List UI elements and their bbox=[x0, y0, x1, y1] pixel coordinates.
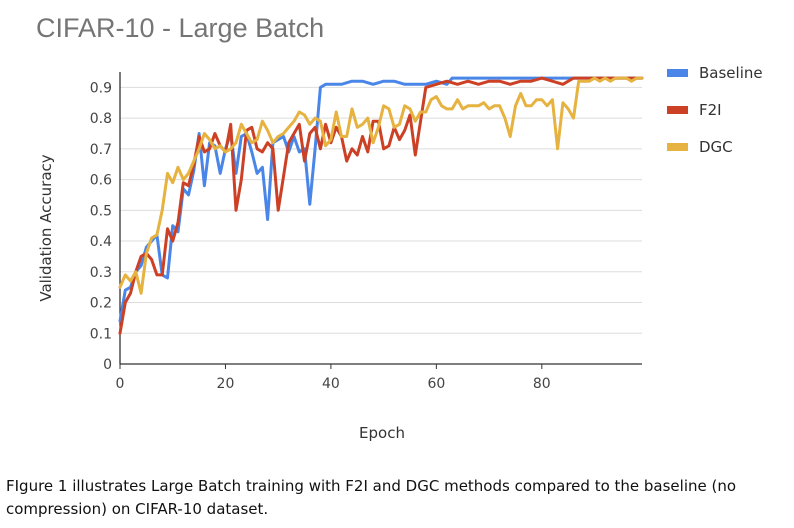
x-tick-label: 20 bbox=[217, 376, 235, 392]
x-axis-ticks: 0 20 40 60 80 bbox=[116, 364, 551, 392]
y-tick-label: 0.4 bbox=[90, 234, 112, 250]
x-axis-label: Epoch bbox=[359, 424, 405, 442]
legend-label: DGC bbox=[699, 138, 733, 156]
y-tick-label: 0.9 bbox=[90, 80, 112, 96]
legend-swatch-f2i bbox=[667, 106, 688, 114]
y-tick-label: 0.6 bbox=[90, 173, 112, 189]
y-tick-label: 0.3 bbox=[90, 265, 112, 281]
legend: Baseline F2I DGC bbox=[667, 64, 763, 156]
series-lines bbox=[118, 76, 644, 335]
series-line-baseline bbox=[118, 76, 644, 323]
x-tick-label: 0 bbox=[116, 376, 125, 392]
x-tick-label: 40 bbox=[322, 376, 340, 392]
y-tick-label: 0.2 bbox=[90, 296, 112, 312]
legend-swatch-dgc bbox=[667, 143, 688, 151]
figure-caption: FIgure 1 illustrates Large Batch trainin… bbox=[6, 477, 737, 518]
legend-swatch-baseline bbox=[667, 69, 688, 77]
x-tick-label: 60 bbox=[427, 376, 445, 392]
y-axis-ticks: 0 0.1 0.2 0.3 0.4 0.5 0.6 0.7 0.8 0.9 bbox=[90, 80, 112, 373]
y-axis-label: Validation Accuracy bbox=[37, 154, 55, 301]
y-tick-label: 0.7 bbox=[90, 142, 112, 158]
y-tick-label: 0.1 bbox=[90, 326, 112, 342]
legend-label: Baseline bbox=[699, 64, 763, 82]
series-line-dgc bbox=[118, 76, 644, 295]
chart-title: CIFAR-10 - Large Batch bbox=[36, 13, 324, 43]
chart: CIFAR-10 - Large Batch 00.10.20.30.40.50… bbox=[36, 13, 763, 442]
legend-label: F2I bbox=[699, 101, 722, 119]
y-tick-label: 0.5 bbox=[90, 203, 112, 219]
y-tick-label: 0.8 bbox=[90, 111, 112, 127]
y-tick-label: 0 bbox=[103, 357, 112, 373]
series-line-f2i bbox=[118, 76, 644, 335]
x-tick-label: 80 bbox=[533, 376, 551, 392]
